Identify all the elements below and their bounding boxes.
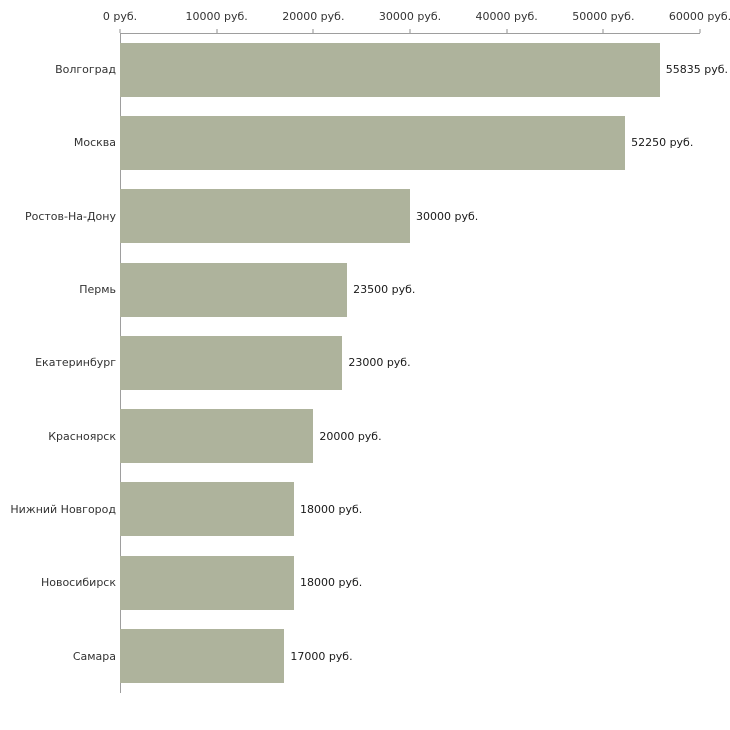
bar-area: 18000 руб. [120,546,700,619]
x-axis-tick-mark [602,29,604,33]
x-axis-tick-mark [699,29,701,33]
bar [120,482,294,537]
x-axis-tick-label: 30000 руб. [378,10,442,23]
bar-row: Красноярск 20000 руб. [0,399,730,472]
bar [120,629,285,684]
x-axis-tick-mark [409,29,411,33]
x-axis-tick-label: 10000 руб. [185,10,248,23]
x-axis-tick-mark [216,29,218,33]
bar-row: Екатеринбург 23000 руб. [0,326,730,399]
bar-area: 20000 руб. [120,399,700,472]
bar-area: 23500 руб. [120,253,700,326]
value-label: 23000 руб. [348,356,411,370]
bar-area: 18000 руб. [120,473,700,546]
bar [120,262,348,317]
x-axis-tick-label: 0 руб. [102,10,138,23]
bar-row: Самара 17000 руб. [0,619,730,692]
x-axis-tick-mark [506,29,508,33]
x-axis-tick-label: 60000 руб. [668,10,730,23]
value-label: 52250 руб. [631,136,694,150]
bar-area: 55835 руб. [120,33,728,106]
category-label: Ростов-На-Дону [24,209,116,223]
value-label: 20000 руб. [319,429,382,443]
bar-row: Москва 52250 руб. [0,106,730,179]
bar-row: Ростов-На-Дону 30000 руб. [0,180,730,253]
bar-area: 30000 руб. [120,180,700,253]
bar [120,189,410,244]
value-label: 30000 руб. [416,209,479,223]
bar-row: Нижний Новгород 18000 руб. [0,473,730,546]
value-label: 18000 руб. [300,576,363,590]
bar-row: Пермь 23500 руб. [0,253,730,326]
value-label: 55835 руб. [665,63,728,77]
bar-area: 23000 руб. [120,326,700,399]
x-axis: 0 руб. 10000 руб. 20000 руб. 30000 руб. 4000… [103,0,730,33]
category-label: Красноярск [48,429,116,443]
bar-rows: Волгоград 55835 руб. Москва 52250 руб. Росто… [0,33,730,693]
category-label: Новосибирск [40,576,116,590]
bar-row: Волгоград 55835 руб. [0,33,730,106]
x-axis-tick-mark [119,29,121,33]
value-label: 17000 руб. [290,649,353,663]
bar [120,115,626,170]
category-label: Пермь [79,283,116,297]
x-axis-tick-label: 20000 руб. [282,10,345,23]
bar [120,555,294,610]
bar-area: 52250 руб. [120,106,700,179]
bar-row: Новосибирск 18000 руб. [0,546,730,619]
bar [120,42,660,97]
x-axis-tick-mark [312,29,314,33]
category-label: Москва [73,136,116,150]
x-axis-tick-label: 50000 руб. [572,10,635,23]
value-label: 23500 руб. [353,283,416,297]
x-axis-line [120,33,700,34]
value-label: 18000 руб. [300,502,363,516]
category-label: Нижний Новгород [10,502,116,516]
category-label: Екатеринбург [35,356,116,370]
bar-area: 17000 руб. [120,619,700,692]
bar [120,335,343,390]
bar [120,409,314,464]
x-axis-tick-label: 40000 руб. [475,10,538,23]
category-label: Волгоград [55,63,116,77]
category-label: Самара [72,649,116,663]
